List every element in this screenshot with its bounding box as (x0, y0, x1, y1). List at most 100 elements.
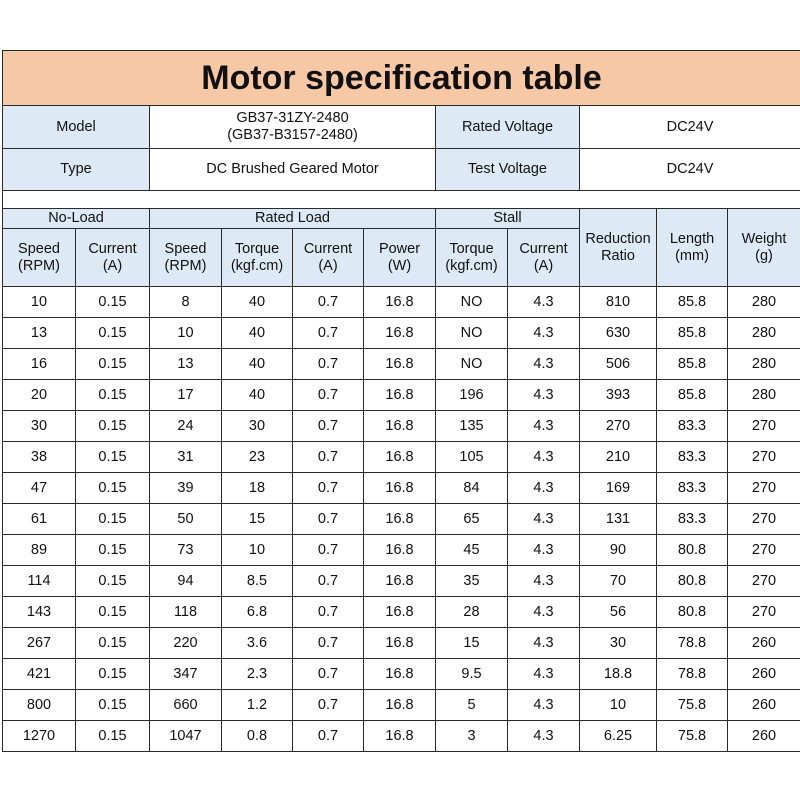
col-header-line: Torque (449, 240, 494, 257)
table-cell: 4.3 (507, 596, 580, 628)
table-cell: 10 (2, 286, 76, 318)
table-cell: 10 (221, 534, 293, 566)
col-header-line: (mm) (675, 247, 709, 264)
col-header-line: Speed (164, 240, 207, 257)
col-header-line: Torque (234, 240, 280, 257)
table-cell: 4.3 (507, 689, 580, 721)
table-cell: 0.15 (75, 658, 150, 690)
table-row: 30 0.15 24 30 0.7 16.8 135 4.3 270 83.3 270 (2, 410, 800, 442)
group-stall: Stall (435, 208, 580, 229)
table-cell: 114 (2, 565, 76, 597)
table-row: 47 0.15 39 18 0.7 16.8 84 4.3 169 83.3 270 (2, 472, 800, 504)
table-cell: 260 (727, 720, 800, 752)
table-cell: 65 (435, 503, 508, 535)
table-cell: 13 (149, 348, 222, 380)
table-cell: 6.25 (579, 720, 657, 752)
table-cell: 0.7 (292, 689, 364, 721)
table-cell: 16.8 (363, 627, 436, 659)
table-cell: 4.3 (507, 658, 580, 690)
table-row: 13 0.15 10 40 0.7 16.8 NO 4.3 630 85.8 280 (2, 317, 800, 349)
table-cell: 3.6 (221, 627, 293, 659)
table-cell: 196 (435, 379, 508, 411)
col-header-noload-current: Current (A) (75, 228, 150, 287)
table-cell: 270 (579, 410, 657, 442)
table-cell: 0.7 (292, 286, 364, 318)
table-cell: 90 (579, 534, 657, 566)
col-header-line: Length (669, 230, 715, 247)
col-header-noload-speed: Speed (RPM) (2, 228, 76, 287)
motor-spec-table: Motor specification table Model GB37-31Z… (2, 50, 800, 752)
table-cell: 3 (435, 720, 508, 752)
table-cell: 39 (149, 472, 222, 504)
table-cell: 9.5 (435, 658, 508, 690)
table-cell: 6.8 (221, 596, 293, 628)
col-header-rated-torque: Torque (kgf.cm) (221, 228, 293, 287)
table-cell: 75.8 (656, 689, 728, 721)
table-cell: 40 (221, 379, 293, 411)
table-cell: 24 (149, 410, 222, 442)
table-cell: 0.15 (75, 565, 150, 597)
table-cell: 80.8 (656, 534, 728, 566)
table-cell: 0.15 (75, 596, 150, 628)
table-cell: 118 (149, 596, 222, 628)
table-cell: 23 (221, 441, 293, 473)
table-cell: 1270 (2, 720, 76, 752)
table-row: 61 0.15 50 15 0.7 16.8 65 4.3 131 83.3 270 (2, 503, 800, 535)
table-cell: 50 (149, 503, 222, 535)
table-row: 1270 0.15 1047 0.8 0.7 16.8 3 4.3 6.25 75.8 260 (2, 720, 800, 752)
test-voltage-label: Test Voltage (435, 148, 580, 191)
table-row: 38 0.15 31 23 0.7 16.8 105 4.3 210 83.3 270 (2, 441, 800, 473)
table-cell: 131 (579, 503, 657, 535)
table-cell: NO (435, 348, 508, 380)
table-cell: 0.7 (292, 503, 364, 535)
table-cell: 31 (149, 441, 222, 473)
table-cell: 70 (579, 565, 657, 597)
table-cell: 4.3 (507, 534, 580, 566)
table-cell: 18.8 (579, 658, 657, 690)
table-cell: NO (435, 286, 508, 318)
col-header-rated-power: Power (W) (363, 228, 436, 287)
col-header-reduction-ratio: Reduction Ratio (579, 208, 657, 287)
table-cell: 40 (221, 317, 293, 349)
table-cell: 810 (579, 286, 657, 318)
table-cell: 0.15 (75, 689, 150, 721)
table-row: 800 0.15 660 1.2 0.7 16.8 5 4.3 10 75.8 260 (2, 689, 800, 721)
table-cell: 210 (579, 441, 657, 473)
table-cell: 347 (149, 658, 222, 690)
table-cell: 0.15 (75, 348, 150, 380)
table-cell: 421 (2, 658, 76, 690)
type-value: DC Brushed Geared Motor (149, 148, 436, 191)
table-cell: 16.8 (363, 379, 436, 411)
table-cell: 80.8 (656, 565, 728, 597)
table-cell: 280 (727, 379, 800, 411)
model-value-line1: GB37-31ZY-2480 (236, 110, 349, 126)
table-cell: 4.3 (507, 317, 580, 349)
table-cell: 38 (2, 441, 76, 473)
col-header-line: (kgf.cm) (230, 257, 284, 274)
col-header-line: Current (88, 240, 137, 257)
table-cell: 0.7 (292, 627, 364, 659)
table-cell: 1047 (149, 720, 222, 752)
table-cell: 0.7 (292, 441, 364, 473)
table-cell: 30 (579, 627, 657, 659)
table-cell: 270 (727, 410, 800, 442)
table-cell: 270 (727, 565, 800, 597)
model-value-line2: (GB37-B3157-2480) (227, 127, 358, 143)
table-cell: 4.3 (507, 720, 580, 752)
table-cell: 506 (579, 348, 657, 380)
table-row: 10 0.15 8 40 0.7 16.8 NO 4.3 810 85.8 280 (2, 286, 800, 318)
table-cell: 30 (221, 410, 293, 442)
table-cell: 10 (149, 317, 222, 349)
table-cell: 16.8 (363, 348, 436, 380)
table-cell: 0.7 (292, 658, 364, 690)
table-cell: 169 (579, 472, 657, 504)
table-cell: 4.3 (507, 286, 580, 318)
table-cell: 270 (727, 503, 800, 535)
table-cell: 0.15 (75, 720, 150, 752)
table-cell: 16.8 (363, 534, 436, 566)
table-cell: 260 (727, 627, 800, 659)
table-cell: 280 (727, 286, 800, 318)
table-cell: 0.7 (292, 410, 364, 442)
table-cell: 83.3 (656, 441, 728, 473)
table-cell: 0.15 (75, 534, 150, 566)
